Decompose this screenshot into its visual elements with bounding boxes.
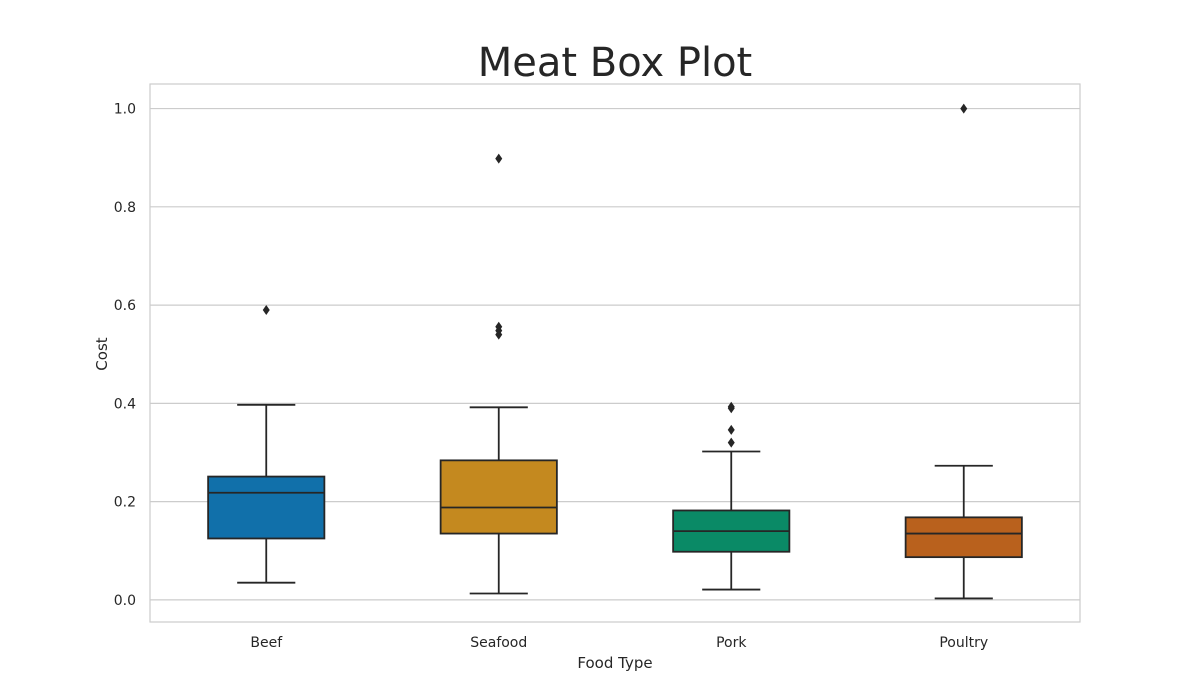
box-group-beef (207, 305, 326, 584)
outlier-point (960, 103, 968, 114)
y-tick-label: 1.0 (114, 102, 136, 118)
box-group-seafood (439, 153, 558, 595)
x-tick-label: Poultry (939, 635, 988, 651)
x-axis-ticks: Beef Seafood Pork Poultry (250, 635, 988, 651)
x-axis-label: Food Type (577, 654, 652, 672)
outlier-point (727, 437, 735, 448)
y-tick-label: 0.4 (114, 396, 136, 412)
iqr-box (207, 475, 326, 540)
plot-area-frame (149, 83, 1081, 623)
y-tick-label: 0.2 (114, 495, 136, 511)
y-tick-label: 0.0 (114, 593, 136, 609)
outlier-point (727, 401, 735, 412)
iqr-box (439, 459, 558, 535)
outlier-point (727, 424, 735, 435)
x-tick-label: Seafood (470, 635, 527, 651)
y-axis-ticks: 0.0 0.2 0.4 0.6 0.8 1.0 (114, 102, 136, 609)
outlier-point (262, 305, 270, 316)
y-tick-label: 0.8 (114, 200, 136, 216)
x-tick-label: Beef (250, 635, 283, 651)
box-group-poultry (904, 103, 1023, 600)
box-group-pork (672, 401, 791, 591)
y-tick-label: 0.6 (114, 298, 136, 314)
box-layer (207, 103, 1023, 600)
iqr-box (904, 516, 1023, 559)
outlier-point (495, 321, 503, 332)
outlier-point (495, 153, 503, 164)
x-tick-label: Pork (716, 635, 747, 651)
chart-title: Meat Box Plot (478, 40, 753, 86)
y-axis-label: Cost (93, 337, 111, 370)
